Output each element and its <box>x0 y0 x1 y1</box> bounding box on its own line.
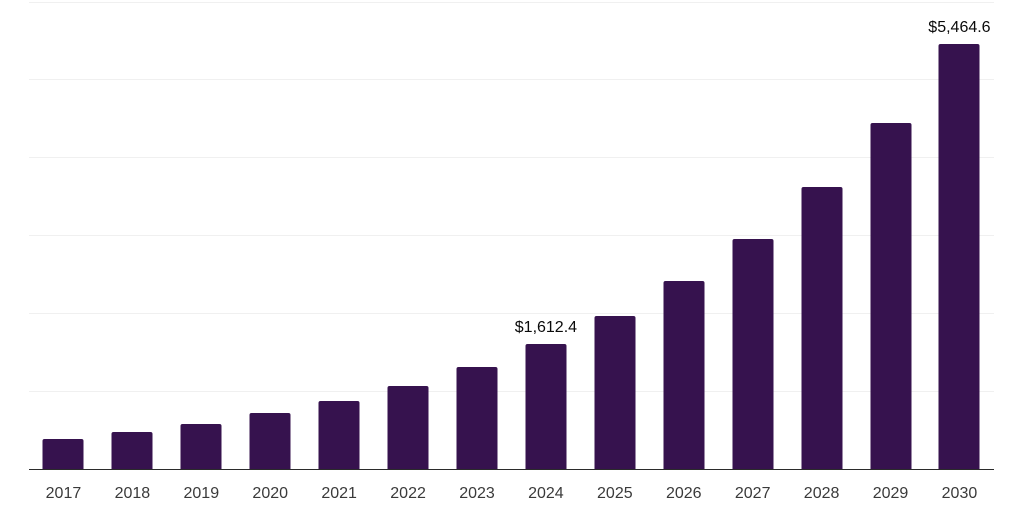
bar-2030 <box>938 43 980 469</box>
bar-column-2023 <box>443 2 512 469</box>
bar-column-2022 <box>374 2 443 469</box>
bar-2024 <box>525 343 567 469</box>
x-tick-label-2030: 2030 <box>941 485 978 502</box>
x-tick-label-2027: 2027 <box>734 485 771 502</box>
bar-column-2025 <box>580 2 649 469</box>
bar-column-2026 <box>649 2 718 469</box>
x-axis-tick-labels: 2017 2018 2019 2020 2021 2022 2023 2024 2025 2026… <box>29 485 994 503</box>
x-tick-label-2026: 2026 <box>665 485 702 502</box>
bar-2027 <box>732 239 774 469</box>
gridline-5000 <box>29 79 994 81</box>
bar-2026 <box>663 280 705 469</box>
x-tick-label-2024: 2024 <box>528 485 564 502</box>
bar-column-2024: $1,612.4 <box>511 2 580 469</box>
x-tick-label-2017: 2017 <box>45 485 82 502</box>
x-tick-label-2023: 2023 <box>459 485 495 502</box>
x-tick-label-2018: 2018 <box>114 485 151 502</box>
x-tick-label-2021: 2021 <box>321 485 357 502</box>
bar-2019 <box>180 424 222 469</box>
x-tick-label-2025: 2025 <box>597 485 633 502</box>
bar-2025 <box>594 316 636 469</box>
bar-2022 <box>387 385 429 469</box>
bar-2029 <box>870 122 912 469</box>
bar-column-2027 <box>718 2 787 469</box>
bar-2023 <box>456 366 498 469</box>
data-label-2024: $1,612.4 <box>514 318 578 336</box>
bar-column-2028 <box>787 2 856 469</box>
bar-2020 <box>249 413 291 469</box>
x-tick-label-2019: 2019 <box>183 485 220 502</box>
gridline-4000 <box>29 157 994 159</box>
gridline-3000 <box>29 235 994 236</box>
bar-column-2017 <box>29 2 98 469</box>
plot-area: $1,612.4 $5,464.6 <box>29 1 994 469</box>
bar-2028 <box>801 186 843 469</box>
bar-column-2018 <box>98 2 167 469</box>
bar-columns: $1,612.4 $5,464.6 <box>29 2 994 469</box>
x-tick-label-2028: 2028 <box>803 485 840 502</box>
bar-column-2019 <box>167 2 236 469</box>
x-tick-label-2029: 2029 <box>872 485 909 502</box>
bar-2021 <box>318 400 360 469</box>
gridline-2000 <box>29 312 994 314</box>
bar-2017 <box>42 439 84 469</box>
bar-column-2020 <box>236 2 305 469</box>
x-axis-line <box>29 468 994 470</box>
data-label-2030: $5,464.6 <box>928 19 991 37</box>
gridline-6000 <box>29 1 994 3</box>
bar-column-2030: $5,464.6 <box>925 2 994 469</box>
gridline-1000 <box>29 390 994 392</box>
x-tick-label-2022: 2022 <box>390 485 426 502</box>
bar-column-2029 <box>856 2 925 469</box>
bar-column-2021 <box>305 2 374 469</box>
x-tick-label-2020: 2020 <box>252 485 289 502</box>
bar-2018 <box>111 432 153 469</box>
